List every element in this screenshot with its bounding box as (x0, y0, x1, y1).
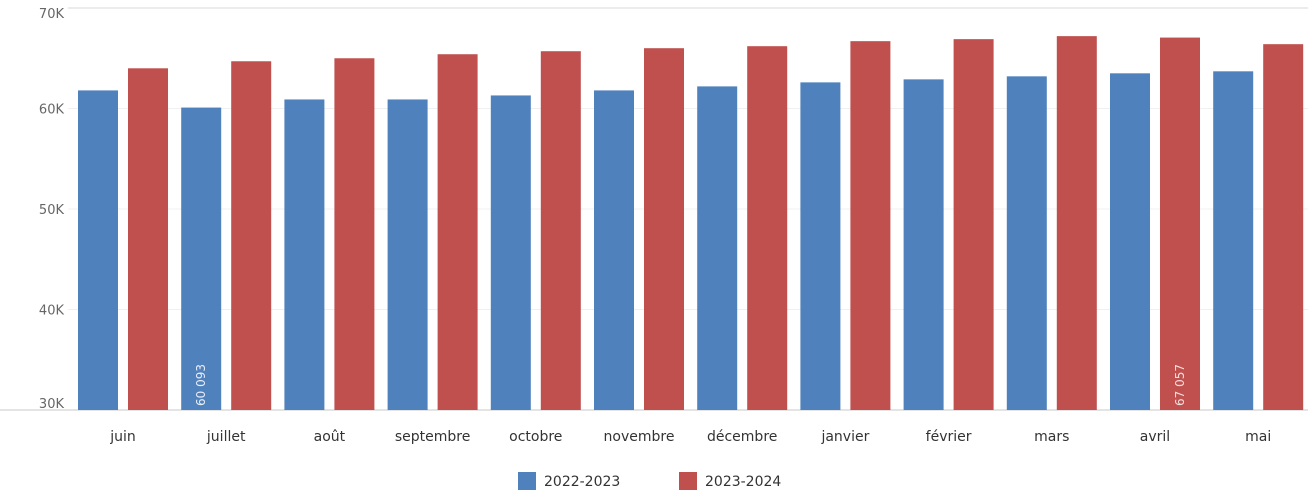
legend-item-1[interactable]: 2022-2023 (518, 472, 620, 490)
bar-series1[interactable] (78, 90, 118, 410)
bar-series1[interactable] (1110, 73, 1150, 410)
bar-series1[interactable] (284, 99, 325, 410)
bar-series2[interactable] (231, 61, 272, 410)
x-tick-label: août (314, 429, 346, 445)
bar-series1[interactable] (181, 107, 222, 410)
bar-series2[interactable] (540, 51, 581, 411)
x-tick-label: juillet (206, 429, 246, 445)
bar-series1[interactable] (903, 79, 944, 410)
y-tick-label: 70K (39, 7, 65, 22)
x-tick-label: juin (109, 429, 136, 445)
legend-label: 2022-2023 (544, 474, 620, 490)
x-tick-label: janvier (820, 429, 869, 445)
x-tick-label: octobre (509, 429, 562, 445)
x-tick-label: février (926, 429, 972, 445)
legend-swatch (518, 472, 536, 490)
x-tick-label: avril (1140, 429, 1170, 445)
bar-series2[interactable] (1160, 37, 1200, 410)
x-tick-label: septembre (395, 429, 470, 445)
bar-series1[interactable] (387, 99, 428, 410)
bar-series1[interactable] (1213, 71, 1254, 410)
x-tick-label: novembre (604, 429, 675, 445)
y-tick-label: 60K (39, 103, 65, 118)
y-axis: 30K 40K 50K 60K 70K (39, 7, 65, 412)
x-tick-label: décembre (707, 429, 777, 445)
bar-series1[interactable] (800, 82, 841, 411)
x-tick-label: mars (1034, 429, 1069, 445)
bar-series2[interactable] (128, 68, 168, 411)
bar-series2[interactable] (850, 41, 891, 410)
legend-item-2[interactable]: 2023-2024 (679, 472, 781, 490)
bar-series2[interactable] (437, 54, 478, 410)
legend[interactable]: 2022-2023 2023-2024 (518, 472, 781, 490)
bar-series1[interactable] (697, 86, 738, 410)
x-axis: juin juillet août septembre octobre novembre d… (109, 429, 1271, 445)
bar-series2[interactable] (1263, 44, 1304, 411)
bar-series2[interactable] (1056, 36, 1097, 410)
bars (78, 36, 1304, 411)
bar-series2[interactable] (334, 58, 375, 410)
legend-label: 2023-2024 (705, 474, 781, 490)
bar-series2[interactable] (644, 48, 684, 410)
bar-series1[interactable] (594, 90, 634, 410)
bar-series2[interactable] (747, 46, 788, 410)
data-label: 67 057 (1173, 364, 1187, 406)
y-tick-label: 50K (39, 203, 65, 218)
bar-series1[interactable] (1006, 76, 1047, 410)
x-tick-label: mai (1245, 429, 1271, 445)
data-labels: 60 093 67 057 (194, 364, 1187, 406)
bar-series2[interactable] (953, 39, 994, 410)
legend-swatch (679, 472, 697, 490)
data-label: 60 093 (194, 364, 208, 406)
y-tick-label: 40K (39, 304, 65, 319)
y-tick-label: 30K (39, 397, 65, 412)
bar-series1[interactable] (490, 95, 531, 410)
